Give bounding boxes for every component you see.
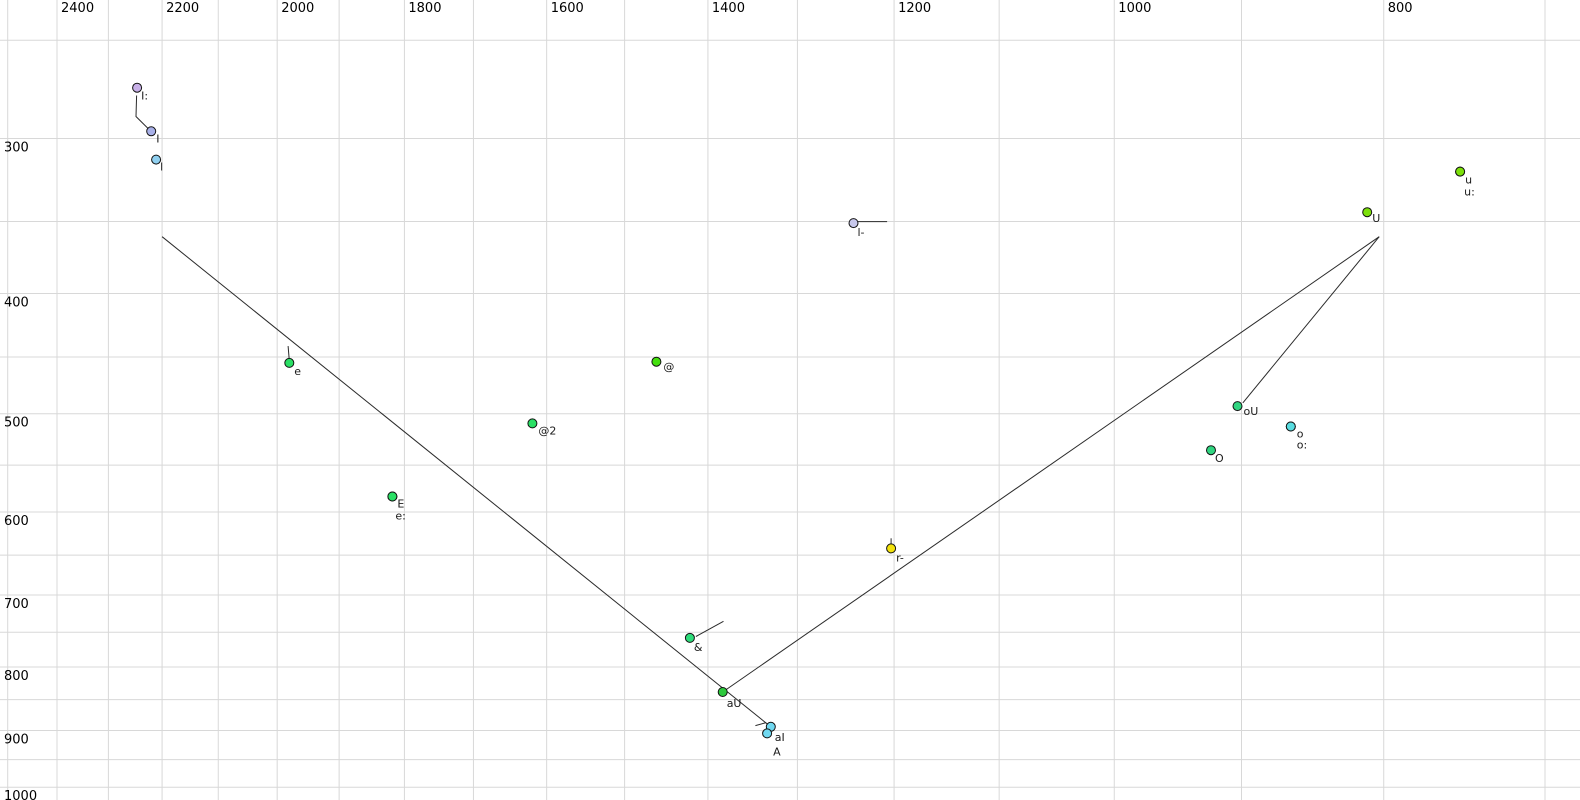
vowel-label: e: <box>395 510 405 523</box>
vowel-label: o <box>1297 428 1304 441</box>
trajectory-line-aU-to-U <box>722 236 1380 693</box>
vowel-label: aU <box>727 697 742 710</box>
y-axis-tick-label: 300 <box>4 140 29 155</box>
vowel-label: oU <box>1244 405 1259 418</box>
vowel-point[interactable] <box>848 218 859 229</box>
vowel-label: I: <box>141 90 148 103</box>
y-axis-tick-label: 1000 <box>4 789 37 800</box>
x-axis-tick-label: 1800 <box>408 1 441 16</box>
x-axis-tick-label: 800 <box>1388 1 1413 16</box>
vowel-label: O <box>1215 452 1224 465</box>
vowel-label: U <box>1372 212 1380 225</box>
vowel-point[interactable] <box>1232 401 1243 412</box>
vowel-point[interactable] <box>684 632 695 643</box>
vowel-point[interactable] <box>1206 445 1216 456</box>
vowel-point[interactable] <box>1362 207 1373 218</box>
x-axis-tick-label: 2200 <box>166 1 199 16</box>
vowel-label: & <box>694 641 703 654</box>
vowel-point[interactable] <box>146 126 157 137</box>
vowel-point[interactable] <box>886 543 897 554</box>
y-axis-tick-label: 600 <box>4 514 29 529</box>
vowel-label: u: <box>1464 186 1475 199</box>
vowel-point[interactable] <box>762 728 773 739</box>
vowel-point[interactable] <box>1285 421 1296 432</box>
vowel-label: e <box>294 365 301 378</box>
y-axis-tick-label: 500 <box>4 415 29 430</box>
vowel-point[interactable] <box>284 357 295 368</box>
trajectory-line-oU-to-U <box>1242 236 1380 404</box>
vowel-point[interactable] <box>151 154 162 165</box>
trajectory-line-front-diagonal-to-aI <box>161 236 772 728</box>
vowel-label: l- <box>858 226 865 239</box>
vowel-point[interactable] <box>132 82 143 93</box>
vowel-label: u <box>1465 174 1472 187</box>
trajectory-line-I-colon-to-I <box>135 95 150 130</box>
vowel-label: r- <box>896 551 904 564</box>
y-axis-tick-label: 700 <box>4 597 29 612</box>
vowel-label: @ <box>663 361 674 374</box>
vowel-point[interactable] <box>387 491 398 502</box>
vowel-point[interactable] <box>1455 166 1466 177</box>
trajectory-line-aI-barb <box>755 722 767 727</box>
vowel-label: I <box>156 132 159 145</box>
x-axis-tick-label: 1000 <box>1118 1 1151 16</box>
trajectory-line-amp-tick <box>695 620 724 637</box>
vowel-label: E <box>397 498 404 511</box>
vowel-label: @2 <box>538 424 556 437</box>
vowel-point[interactable] <box>527 418 538 429</box>
vowel-label: A <box>773 745 781 758</box>
x-axis-tick-label: 2000 <box>281 1 314 16</box>
vowel-label: o: <box>1297 439 1307 452</box>
y-axis-tick-label: 400 <box>4 295 29 310</box>
y-axis-tick-label: 900 <box>4 732 29 747</box>
x-axis-tick-label: 1600 <box>551 1 584 16</box>
x-axis-tick-label: 1200 <box>898 1 931 16</box>
x-axis-tick-label: 1400 <box>712 1 745 16</box>
y-axis-tick-label: 800 <box>4 669 29 684</box>
x-axis-tick-label: 2400 <box>61 1 94 16</box>
vowel-label: aI <box>775 731 785 744</box>
vowel-point[interactable] <box>651 356 662 367</box>
vowel-point[interactable] <box>717 687 728 697</box>
vowel-label: l <box>160 161 163 174</box>
